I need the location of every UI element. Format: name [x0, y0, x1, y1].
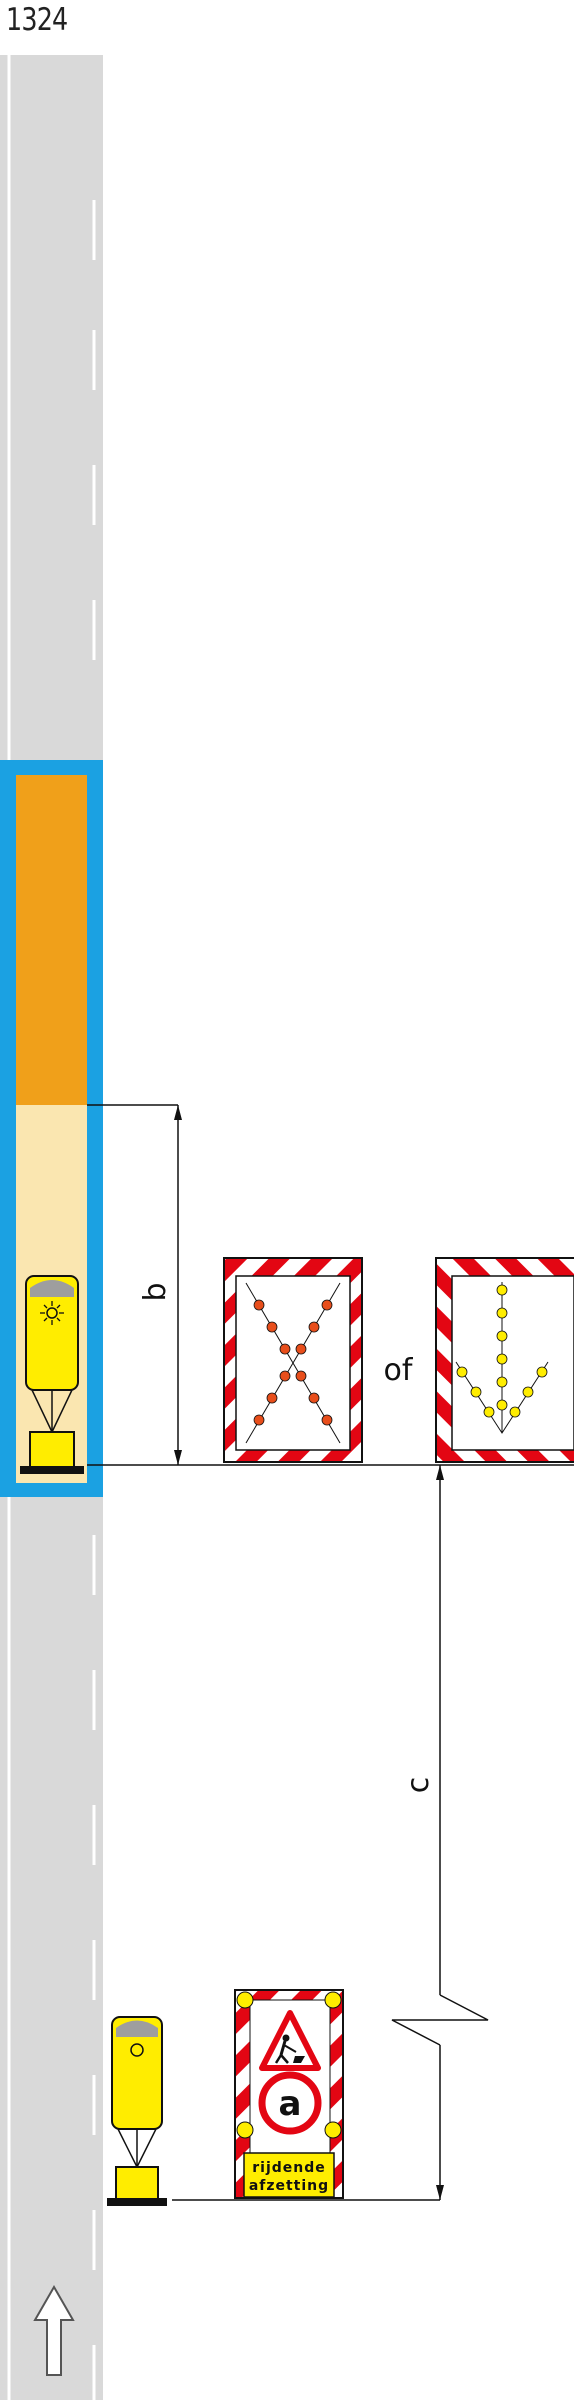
dimension-c: [172, 1465, 489, 2201]
protection-vehicle: [20, 1275, 84, 1474]
mobile-barrier-sign: a rijdende afzetting: [234, 1989, 344, 2199]
separator-of: of: [384, 1353, 414, 1388]
dimension-b-label: b: [138, 1282, 173, 1301]
sign-text-line2: afzetting: [249, 2178, 329, 2194]
matrix-sign-red-cross: [223, 1257, 363, 1463]
driving-direction-arrow-icon: [33, 2284, 75, 2376]
page-title: 1324: [6, 2, 68, 38]
matrix-sign-yellow-arrow: [435, 1257, 574, 1463]
roadworks-icon: [274, 2034, 305, 2064]
approach-vehicle: [107, 2016, 167, 2206]
sign-letter-a: a: [279, 2084, 302, 2124]
dimension-c-label: c: [401, 1777, 436, 1794]
sign-text-line1: rijdende: [252, 2160, 326, 2176]
dimension-b: [87, 1104, 182, 1465]
work-area: [16, 775, 87, 1105]
